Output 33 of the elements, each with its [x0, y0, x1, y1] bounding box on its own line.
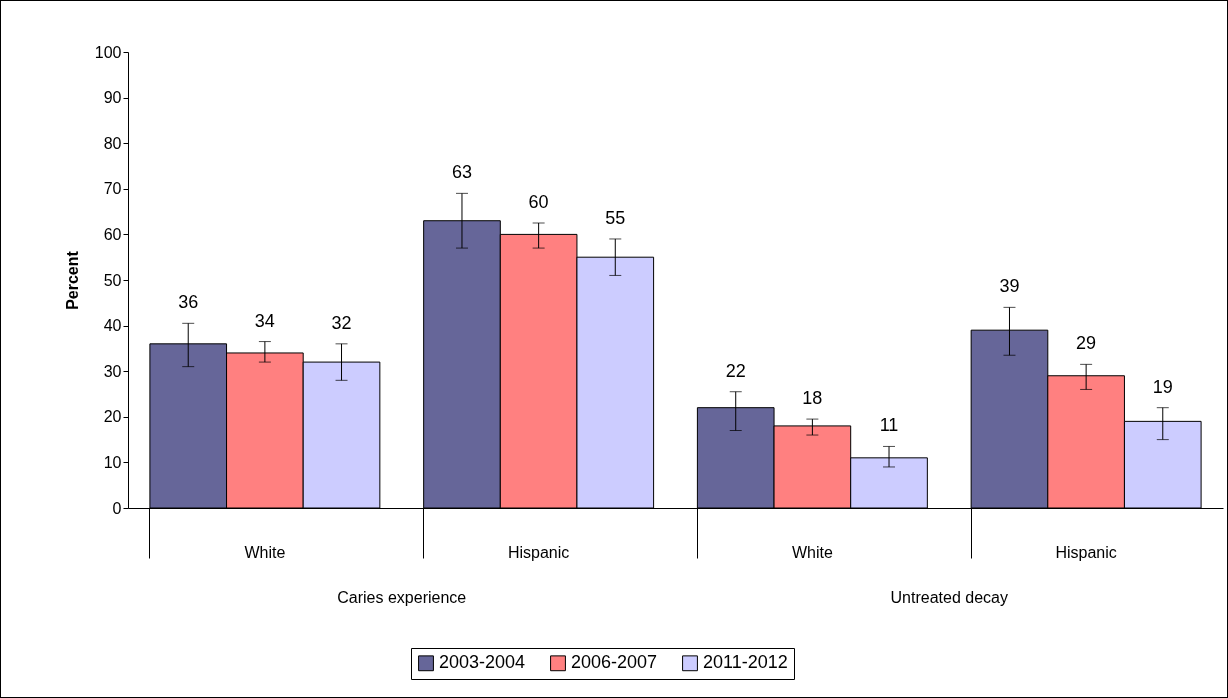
text: Untreated decay	[890, 589, 1008, 606]
y-tick-label: 10	[103, 453, 122, 471]
data-label: 39	[999, 276, 1020, 297]
legend-label: 2011-2012	[703, 652, 788, 673]
x-tick-label: Hispanic	[507, 543, 570, 561]
data-label: 29	[1076, 333, 1097, 354]
legend-label: 2003-2004	[439, 652, 526, 673]
y-tick-label: 50	[103, 271, 122, 289]
x-tick-label: White	[791, 543, 833, 561]
data-label: 60	[528, 192, 549, 212]
y-tick-label: 90	[103, 89, 122, 107]
data-label: 36	[178, 292, 199, 313]
legend-label: 2006-2007	[571, 652, 658, 673]
data-label: 32	[331, 312, 352, 333]
y-tick-label: 60	[103, 225, 122, 243]
text: Caries experience	[337, 589, 467, 606]
data-label: 34	[254, 310, 275, 331]
y-tick-label: 70	[103, 180, 122, 198]
data-label: 19	[1152, 376, 1173, 397]
y-tick-label: 0	[112, 499, 122, 517]
y-tick-label: 80	[103, 134, 122, 152]
y-tick-label: 100	[94, 43, 122, 61]
data-label: 63	[451, 162, 472, 183]
y-axis-title: Percent	[63, 250, 81, 310]
data-label: 11	[879, 415, 899, 436]
y-tick-label: 30	[103, 362, 122, 380]
y-tick-label: 20	[103, 408, 122, 426]
data-label: 18	[802, 388, 823, 409]
x-tick-label: Hispanic	[1055, 543, 1117, 561]
x-tick-label: White	[244, 543, 286, 561]
data-label: 55	[605, 207, 626, 228]
y-tick-label: 40	[103, 317, 122, 335]
data-label: 22	[725, 360, 746, 381]
